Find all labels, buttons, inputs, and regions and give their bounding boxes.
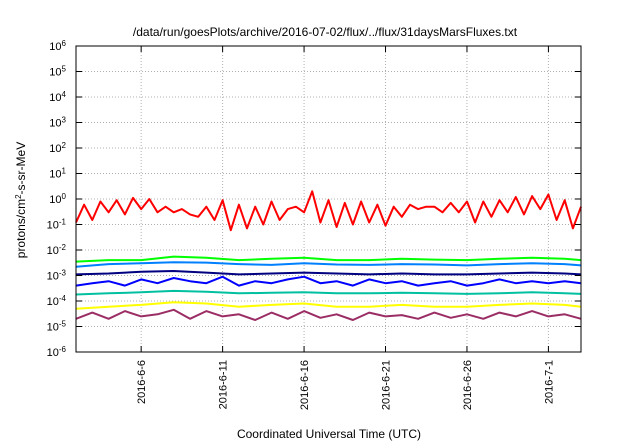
y-tick-label: 10-5 — [47, 319, 67, 334]
chart-title: /data/run/goesPlots/archive/2016-07-02/f… — [133, 25, 518, 39]
y-tick-exponent: 1 — [62, 166, 67, 175]
series-line-6 — [75, 289, 582, 296]
y-tick-exponent: -1 — [59, 217, 67, 226]
series-line-3 — [75, 261, 582, 268]
y-tick-label: 104 — [49, 90, 66, 105]
grid — [76, 46, 581, 352]
y-tick-base: 10 — [49, 143, 61, 155]
y-tick-base: 10 — [49, 92, 61, 104]
x-tick-label: 2016-6-16 — [299, 360, 311, 410]
y-tick-base: 10 — [47, 245, 59, 257]
y-tick-exponent: 2 — [62, 141, 67, 150]
y-tick-label: 10-6 — [47, 345, 67, 360]
series-line-5 — [75, 275, 582, 287]
y-tick-exponent: 4 — [62, 90, 67, 99]
series-line-7 — [75, 301, 582, 310]
y-tick-label: 10-4 — [47, 294, 67, 309]
x-tick-label: 2016-6-6 — [136, 360, 148, 404]
x-tick-label: 2016-6-21 — [381, 360, 393, 410]
y-tick-base: 10 — [49, 67, 61, 79]
y-tick-exponent: -3 — [59, 268, 67, 277]
y-tick-label: 10-3 — [47, 268, 67, 283]
y-axis-label-superscript: 2 — [14, 194, 23, 199]
x-axis: 2016-6-6 2016-6-11 2016-6-16 2016-6-21 2016-… — [136, 46, 555, 410]
y-tick-label: 105 — [49, 64, 66, 79]
x-tick-label: 2016-7-1 — [543, 360, 555, 404]
y-tick-label: 102 — [49, 141, 66, 156]
y-tick-exponent: -5 — [59, 319, 67, 328]
y-tick-base: 10 — [47, 220, 59, 232]
y-tick-exponent: 6 — [62, 39, 67, 48]
y-tick-exponent: 3 — [62, 115, 67, 124]
y-tick-base: 10 — [49, 169, 61, 181]
y-axis: 10-610-510-410-310-210-11001011021031041… — [47, 39, 581, 360]
y-tick-label: 10-1 — [47, 217, 67, 232]
series-line-1 — [75, 190, 582, 232]
y-axis-label-suffix: -s-sr-MeV — [14, 142, 28, 195]
y-tick-label: 106 — [49, 39, 66, 54]
y-tick-base: 10 — [47, 347, 59, 359]
y-tick-base: 10 — [49, 41, 61, 53]
x-tick-label: 2016-6-11 — [218, 360, 230, 409]
y-axis-label-prefix: protons/cm — [14, 199, 28, 258]
y-tick-label: 10-2 — [47, 243, 67, 258]
y-tick-label: 100 — [49, 192, 66, 207]
series-layer — [75, 190, 582, 321]
y-tick-base: 10 — [47, 296, 59, 308]
y-tick-base: 10 — [49, 118, 61, 130]
y-tick-exponent: 0 — [62, 192, 67, 201]
y-tick-label: 101 — [49, 166, 66, 181]
y-axis-label: protons/cm2-s-sr-MeV — [14, 142, 29, 258]
x-tick-label: 2016-6-26 — [462, 360, 474, 410]
x-axis-label: Coordinated Universal Time (UTC) — [237, 427, 421, 441]
series-line-4 — [75, 270, 582, 276]
y-tick-exponent: -2 — [59, 243, 67, 252]
series-line-2 — [75, 255, 582, 263]
y-tick-label: 103 — [49, 115, 66, 130]
series-line-8 — [75, 308, 582, 321]
y-tick-base: 10 — [49, 194, 61, 206]
y-tick-exponent: -6 — [59, 345, 67, 354]
y-tick-base: 10 — [47, 322, 59, 334]
y-tick-base: 10 — [47, 271, 59, 283]
y-tick-exponent: 5 — [62, 64, 67, 73]
y-tick-exponent: -4 — [59, 294, 67, 303]
